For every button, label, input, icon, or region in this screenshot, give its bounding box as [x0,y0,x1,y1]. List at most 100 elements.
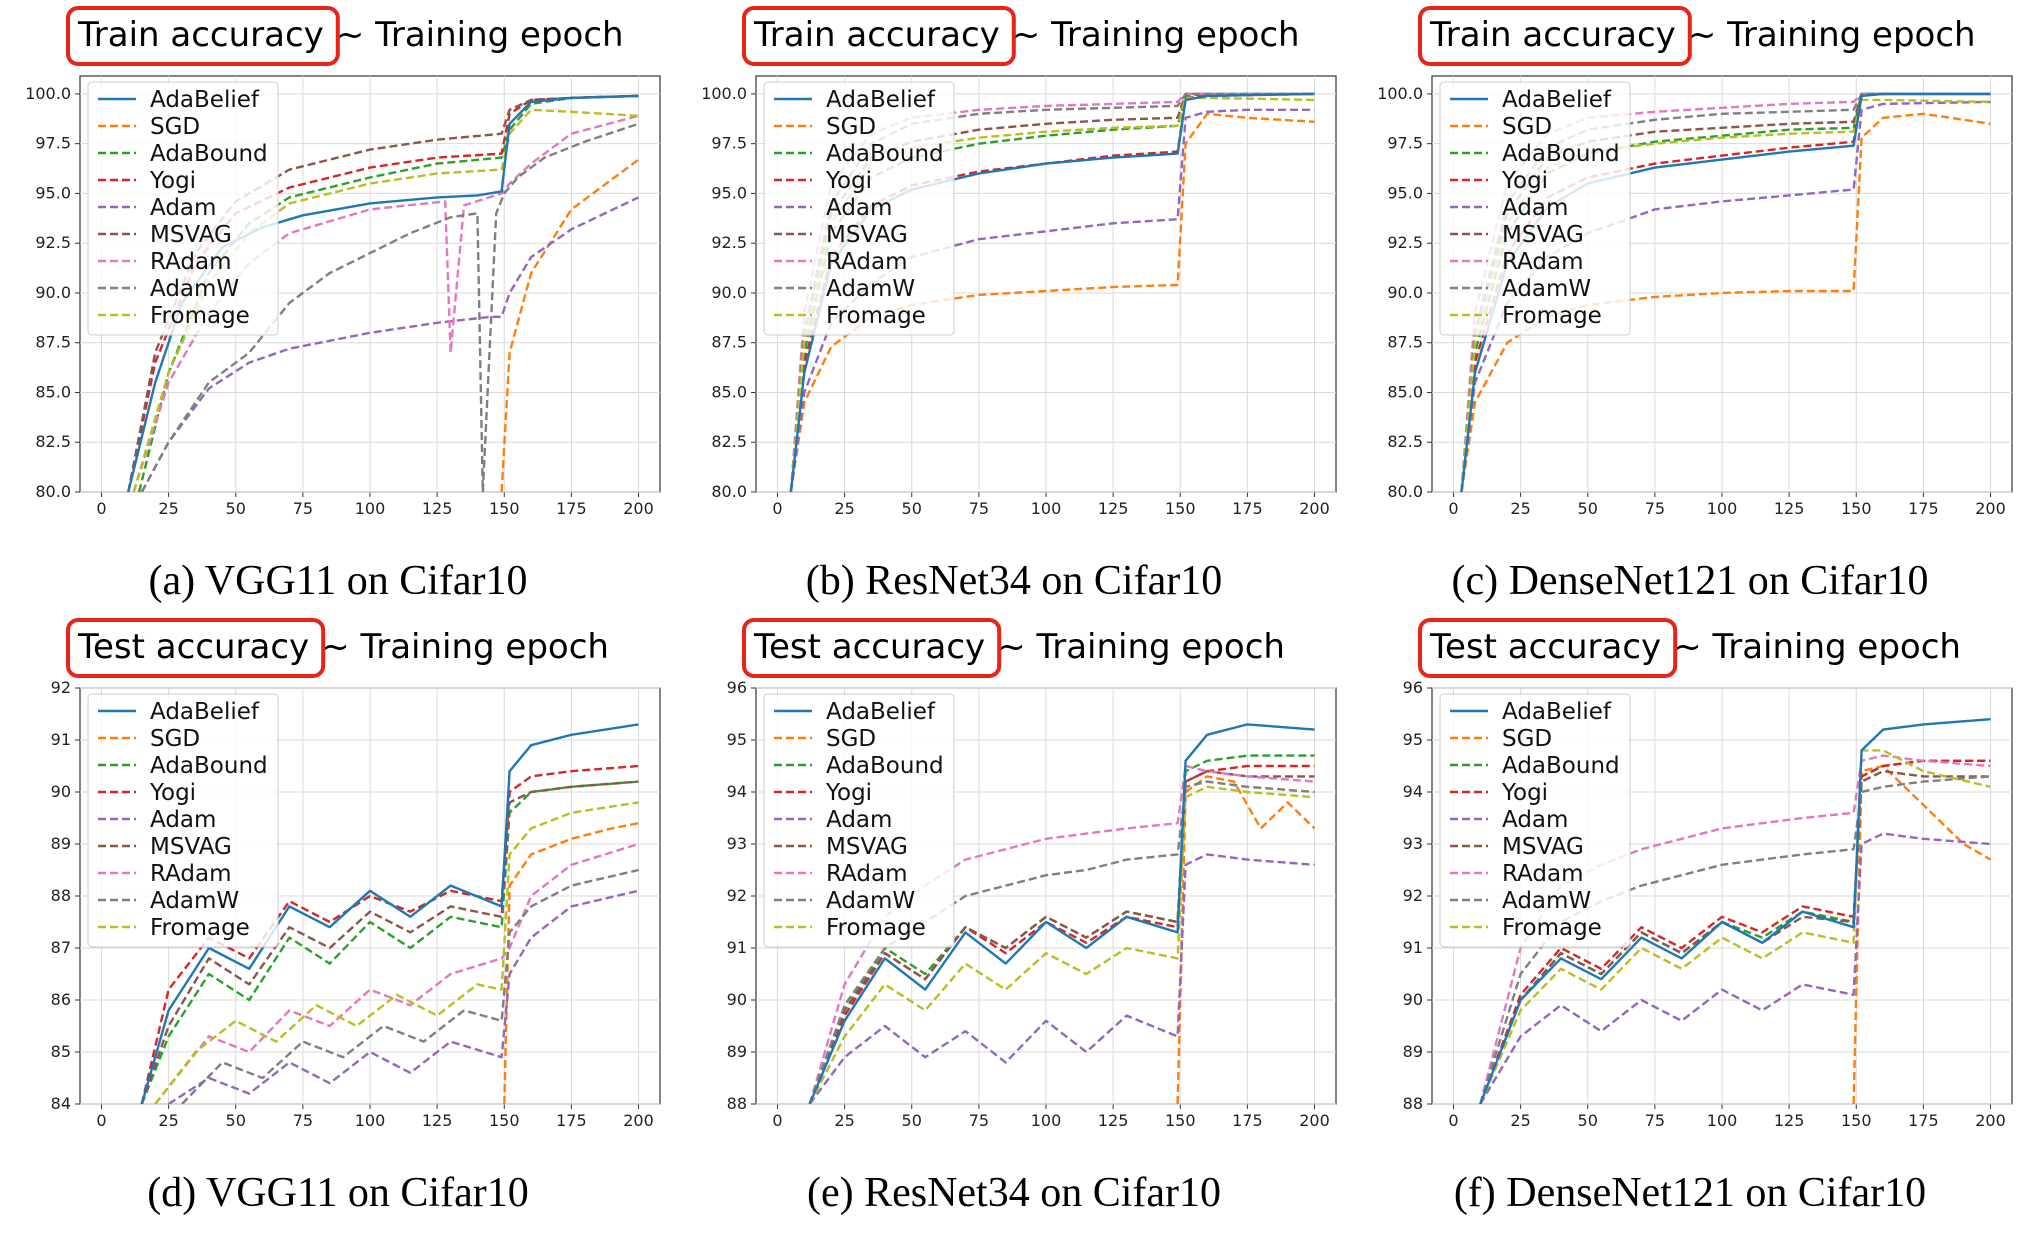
x-tick-label: 200 [1299,1111,1330,1130]
legend-label: Adam [826,807,892,833]
legend-label: AdaBound [826,753,944,779]
x-tick-label: 0 [96,1111,106,1130]
x-tick-label: 50 [226,1111,246,1130]
legend-label: MSVAG [150,834,232,860]
x-tick-label: 75 [1645,499,1665,518]
legend-label: SGD [826,726,876,752]
caption: (a) VGG11 on Cifar10 [148,558,527,604]
series-line-msvag [140,780,639,1104]
legend-label: MSVAG [1502,222,1584,248]
title-rest: ~ Training epoch [1673,627,1961,667]
x-tick-label: 175 [1232,1111,1263,1130]
x-tick-label: 50 [1578,499,1598,518]
title-highlight-box [742,618,1002,678]
y-tick-label: 91 [51,730,71,749]
legend-label: Adam [1502,807,1568,833]
legend-label: MSVAG [826,834,908,860]
series-line-fromage [154,801,639,1104]
y-tick-label: 90 [1403,990,1423,1009]
legend-label: SGD [150,114,200,140]
series-line-sgd [500,158,640,492]
y-tick-label: 92 [1403,886,1423,905]
title-rest: ~ Training epoch [1012,15,1300,55]
y-tick-label: 95.0 [35,183,71,202]
legend-label: AdamW [150,888,239,914]
series-line-adabound [140,780,639,1104]
series-line-adabound [137,94,639,492]
legend-label: AdamW [1502,276,1591,302]
y-tick-label: 80.0 [35,482,71,501]
x-tick-label: 50 [226,499,246,518]
x-tick-label: 100 [355,1111,386,1130]
title-highlight-box [1418,618,1678,678]
legend-label: RAdam [1502,861,1583,887]
y-tick-label: 97.5 [35,134,71,153]
y-tick-label: 89 [727,1042,747,1061]
series-line-msvag [1460,92,1991,492]
legend-label: AdamW [826,888,915,914]
series-group [140,723,639,1104]
x-tick-label: 75 [969,1111,989,1130]
legend-label: AdaBound [1502,141,1620,167]
y-tick-label: 96 [1403,678,1423,697]
title-highlight-box [1418,6,1692,66]
caption: (c) DenseNet121 on Cifar10 [1451,558,1928,604]
series-line-adam [1479,832,1991,1104]
caption: (e) ResNet34 on Cifar10 [807,1170,1221,1216]
chart-panel-c: Train accuracy ~ Training epoch 0 25 50 75 100… [1377,6,2013,604]
y-tick-label: 85.0 [1387,382,1423,401]
x-tick-label: 50 [902,499,922,518]
x-tick-label: 100 [1707,499,1738,518]
series-line-fromage [1479,749,1991,1104]
x-tick-label: 150 [489,1111,520,1130]
legend-label: AdaBound [826,141,944,167]
x-tick-label: 75 [969,499,989,518]
x-tick-label: 25 [1510,1111,1530,1130]
title-highlight: Train accuracy [1429,15,1676,55]
series-line-adam [808,853,1315,1104]
legend-label: Adam [826,195,892,221]
x-tick-label: 0 [772,499,782,518]
series-line-sgd [789,112,1315,492]
y-tick-label: 95.0 [1387,183,1423,202]
x-tick-label: 25 [158,1111,178,1130]
legend-label: Yogi [149,168,196,194]
y-tick-label: 86 [51,990,71,1009]
y-tick-label: 88 [727,1094,747,1113]
y-tick-label: 89 [1403,1042,1423,1061]
y-tick-label: 85.0 [711,382,747,401]
y-tick-label: 97.5 [711,134,747,153]
y-tick-label: 90.0 [1387,283,1423,302]
title-highlight: Train accuracy [753,15,1000,55]
chart-panel-e: Test accuracy ~ Training epoch 0 25 50 75 100 1… [727,618,1337,1216]
y-tick-label: 87.5 [35,333,71,352]
title-highlight: Test accuracy [753,627,985,667]
y-tick-label: 97.5 [1387,134,1423,153]
caption: (f) DenseNet121 on Cifar10 [1454,1170,1926,1216]
legend-label: SGD [150,726,200,752]
legend-label: Yogi [1501,780,1548,806]
legend-box [1439,81,1631,336]
legend-label: AdaBound [150,753,268,779]
x-tick-label: 100 [1031,499,1062,518]
x-tick-label: 200 [623,1111,654,1130]
legend-label: AdaBound [150,141,268,167]
y-tick-label: 82.5 [711,432,747,451]
x-tick-label: 150 [1165,1111,1196,1130]
series-line-adamw [181,868,639,1104]
title-rest: ~ Training epoch [1688,15,1976,55]
series-line-adabelief [808,723,1315,1104]
series-line-fromage [808,785,1315,1104]
series-line-sgd [503,822,639,1104]
y-tick-label: 87 [51,938,71,957]
legend-box [87,693,279,948]
x-tick-label: 0 [772,1111,782,1130]
legend-label: Yogi [1501,168,1548,194]
legend-label: SGD [826,114,876,140]
x-tick-label: 125 [1774,1111,1805,1130]
series-line-yogi [1479,759,1991,1104]
y-tick-label: 95.0 [711,183,747,202]
series-line-msvag [1479,770,1991,1104]
chart-panel-f: Test accuracy ~ Training epoch 0 25 50 75 100 1… [1403,618,2013,1216]
